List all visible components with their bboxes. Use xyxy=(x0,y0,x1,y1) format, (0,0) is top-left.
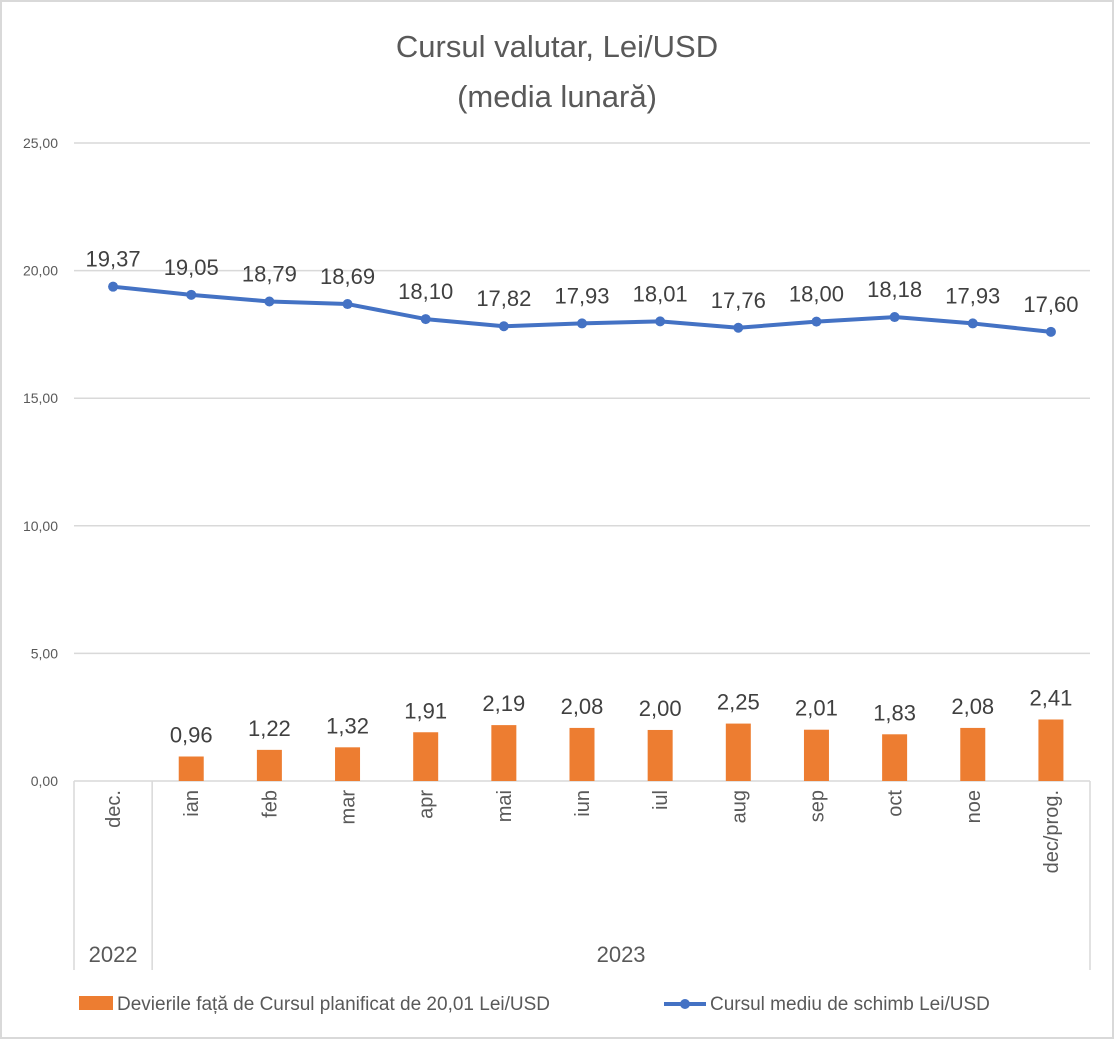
chart-title-line-2: (media lunară) xyxy=(457,79,657,114)
line-data-label: 17,82 xyxy=(476,286,531,311)
line-series xyxy=(108,281,1056,337)
legend-bar-label: Devierile față de Cursul planificat de 2… xyxy=(117,994,550,1015)
bar xyxy=(1038,719,1064,781)
x-tick-label: ian xyxy=(181,790,203,817)
x-tick-label: mai xyxy=(494,790,516,822)
line-data-label: 18,01 xyxy=(633,281,688,306)
x-tick-label: iun xyxy=(572,790,594,817)
line-point xyxy=(420,314,431,325)
x-group-label: 2023 xyxy=(597,942,646,967)
y-tick-label: 25,00 xyxy=(23,135,58,151)
gridlines xyxy=(74,142,1090,782)
chart-title-line-1: Cursul valutar, Lei/USD xyxy=(396,29,718,64)
x-tick-label: oct xyxy=(885,790,907,817)
y-tick-label: 0,00 xyxy=(31,773,58,789)
legend-item-line[interactable]: Cursul mediu de schimb Lei/USD xyxy=(664,994,990,1015)
x-tick-label: iul xyxy=(650,790,672,810)
bar-data-label: 2,00 xyxy=(639,696,682,721)
bar xyxy=(413,732,439,781)
x-tick-label: noe xyxy=(963,790,985,823)
line-point xyxy=(498,321,509,332)
line-data-label: 18,79 xyxy=(242,261,297,286)
bar-data-label: 1,83 xyxy=(873,700,916,725)
bar-data-label: 2,19 xyxy=(482,691,525,716)
legend-item-bars[interactable]: Devierile față de Cursul planificat de 2… xyxy=(79,994,550,1015)
line-data-label: 17,60 xyxy=(1023,292,1078,317)
line-point xyxy=(655,316,666,327)
x-tick-label: sep xyxy=(806,790,828,822)
line-point xyxy=(577,318,587,329)
line-data-label: 17,93 xyxy=(554,283,609,308)
x-tick-label: dec. xyxy=(103,790,125,828)
line-point xyxy=(264,296,275,307)
line-data-label: 18,00 xyxy=(789,282,844,307)
line-point xyxy=(889,312,900,323)
line-data-label: 19,05 xyxy=(164,255,219,280)
y-axis: 0,00 5,00 10,00 15,00 20,00 25,00 xyxy=(23,135,58,789)
bar xyxy=(960,727,986,781)
line-data-label: 17,93 xyxy=(945,283,1000,308)
bar-data-label: 2,08 xyxy=(951,694,994,719)
x-tick-label: mar xyxy=(338,790,360,825)
bar-data-label: 1,32 xyxy=(326,713,369,738)
bar xyxy=(725,723,751,781)
bar-series xyxy=(178,719,1064,781)
line-point xyxy=(186,289,197,300)
x-tick-label: feb xyxy=(259,790,281,818)
bar-data-label: 1,91 xyxy=(404,698,447,723)
line-data-label: 19,37 xyxy=(86,247,141,272)
bar xyxy=(491,725,517,781)
bar-data-label: 2,01 xyxy=(795,696,838,721)
legend: Devierile față de Cursul planificat de 2… xyxy=(79,994,990,1015)
line-point xyxy=(1045,326,1056,337)
line-point xyxy=(342,299,353,310)
bar-data-label: 2,25 xyxy=(717,690,760,715)
x-group-label: 2022 xyxy=(89,942,138,967)
bar xyxy=(569,727,595,781)
y-tick-label: 10,00 xyxy=(23,518,58,534)
line-data-label: 18,18 xyxy=(867,277,922,302)
bar xyxy=(647,729,673,781)
legend-bar-swatch xyxy=(79,996,113,1010)
bar-data-label: 2,41 xyxy=(1030,685,1073,710)
y-tick-label: 20,00 xyxy=(23,263,58,279)
line-point xyxy=(967,318,978,329)
x-tick-label: aug xyxy=(728,790,750,823)
line-data-label: 18,10 xyxy=(398,279,453,304)
x-tick-label: dec/prog. xyxy=(1041,790,1063,873)
bar-data-label: 1,22 xyxy=(248,716,291,741)
x-axis: 2022 2023 dec. ian feb mar apr mai iun iul aug sep o… xyxy=(73,781,1091,970)
line-data-label: 17,76 xyxy=(711,288,766,313)
chart-title: Cursul valutar, Lei/USD (media lunară) xyxy=(396,29,718,114)
bar-data-label: 0,96 xyxy=(170,723,213,748)
legend-line-marker xyxy=(680,999,690,1009)
line-point xyxy=(108,281,119,292)
legend-line-label: Cursul mediu de schimb Lei/USD xyxy=(710,994,990,1015)
line-data-label: 18,69 xyxy=(320,264,375,289)
bar xyxy=(803,729,829,781)
y-tick-label: 15,00 xyxy=(23,390,58,406)
line-point xyxy=(733,322,744,333)
y-tick-label: 5,00 xyxy=(31,645,58,661)
x-tick-label: apr xyxy=(416,790,438,819)
bar xyxy=(178,756,204,781)
bar xyxy=(256,749,282,781)
bar xyxy=(335,747,361,781)
bar-data-label: 2,08 xyxy=(561,694,604,719)
bar xyxy=(882,734,908,781)
data-labels: 0,96 1,22 1,32 1,91 2,19 2,08 2,00 2,25 2,01 1,83… xyxy=(86,247,1079,748)
line-point xyxy=(811,316,822,327)
